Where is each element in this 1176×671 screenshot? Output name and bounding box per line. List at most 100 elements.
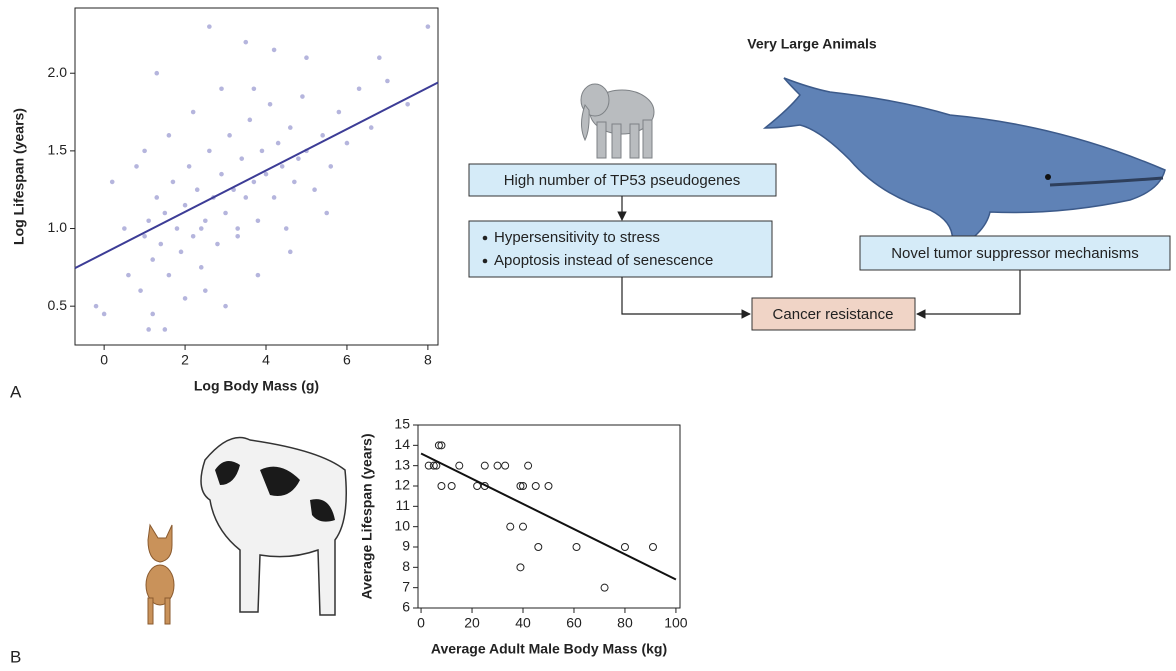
scatter-point [219,172,224,177]
scatter-point [260,149,265,154]
panel-label: A [10,382,22,401]
y-tick-label: 0.5 [48,297,68,313]
x-tick-label: 4 [262,352,270,368]
scatter-point [300,94,305,99]
scatter-point [494,462,501,469]
trend-line [421,453,676,579]
panel-label: B [10,647,21,666]
scatter-point [163,211,168,216]
scatter-point [438,483,445,490]
scatter-point [474,483,481,490]
scatter-point [195,187,200,192]
scatter-point [243,195,248,200]
scatter-point [163,327,168,332]
scatter-point [520,523,527,530]
scatter-point [199,226,204,231]
scatter-point [223,304,228,309]
scatter-point [268,102,273,107]
y-axis-title: Average Lifespan (years) [359,434,375,600]
y-tick-label: 1.0 [48,219,68,235]
scatter-point [203,288,208,293]
scatter-point [227,133,232,138]
scatter-point [601,584,608,591]
box-label: Cancer resistance [773,306,894,323]
scatter-point [223,211,228,216]
scatter-point [357,86,362,91]
scatter-point [525,462,532,469]
scatter-point [142,149,147,154]
scatter-point [252,180,257,185]
scatter-point [102,312,107,317]
scatter-point [191,110,196,115]
scatter-point [187,164,192,169]
scatter-point [110,180,115,185]
y-tick-label: 2.0 [48,64,68,80]
scatter-point [256,218,261,223]
scatter-point [134,164,139,169]
scatter-point [502,462,509,469]
great-dane-illustration [201,438,346,616]
y-tick-label: 6 [402,599,410,615]
x-tick-label: 80 [617,615,633,631]
scatter-point [235,234,240,239]
y-tick-label: 14 [394,436,410,452]
figure: A B Very Large Animals High number of TP… [0,0,1176,671]
scatter-point [183,203,188,208]
scatter-point [122,226,127,231]
scatter-point [280,164,285,169]
scatter-point [171,180,176,185]
x-tick-label: 6 [343,352,351,368]
chihuahua-illustration [146,525,174,624]
x-tick-label: 40 [515,615,531,631]
scatter-point [276,141,281,146]
box-label: Hypersensitivity to stress [494,229,660,246]
y-tick-label: 1.5 [48,142,68,158]
scatter-point [252,86,257,91]
x-tick-label: 0 [100,352,108,368]
x-axis-title: Average Adult Male Body Mass (kg) [431,641,667,657]
bullet [483,259,488,264]
scatter-point [448,483,455,490]
x-tick-label: 100 [664,615,688,631]
scatter-point [142,234,147,239]
scatter-point [621,544,628,551]
scatter-point [243,40,248,45]
scatter-point [288,125,293,130]
scatter-point [154,71,159,76]
scatter-point [183,296,188,301]
scatter-point [248,118,253,123]
scatter-point [320,133,325,138]
scatter-point [126,273,131,278]
scatter-point [167,273,172,278]
scatter-point [219,86,224,91]
y-tick-label: 10 [394,517,410,533]
scatter-point [312,187,317,192]
scatter-point [481,462,488,469]
scatter-point [535,544,542,551]
x-tick-label: 8 [424,352,432,368]
bullet [483,236,488,241]
scatter-point [385,79,390,84]
box-label: Novel tumor suppressor mechanisms [891,245,1139,262]
trend-line [75,83,438,269]
whale-illustration [765,78,1165,252]
scatter-point [191,234,196,239]
scatter-point [337,110,342,115]
diagram-title: Very Large Animals [747,36,877,52]
scatter-point [296,156,301,161]
scatter-point [256,273,261,278]
arrow [622,277,750,314]
scatter-point [532,483,539,490]
scatter-point [207,24,212,29]
scatter-point [456,462,463,469]
scatter-point [292,180,297,185]
x-tick-label: 0 [417,615,425,631]
scatter-point [146,327,151,332]
y-tick-label: 13 [394,456,410,472]
y-tick-label: 9 [402,538,410,554]
scatter-point [545,483,552,490]
y-tick-label: 11 [395,497,410,513]
scatter-point [199,265,204,270]
scatter-point [507,523,514,530]
arrow [917,270,1020,314]
